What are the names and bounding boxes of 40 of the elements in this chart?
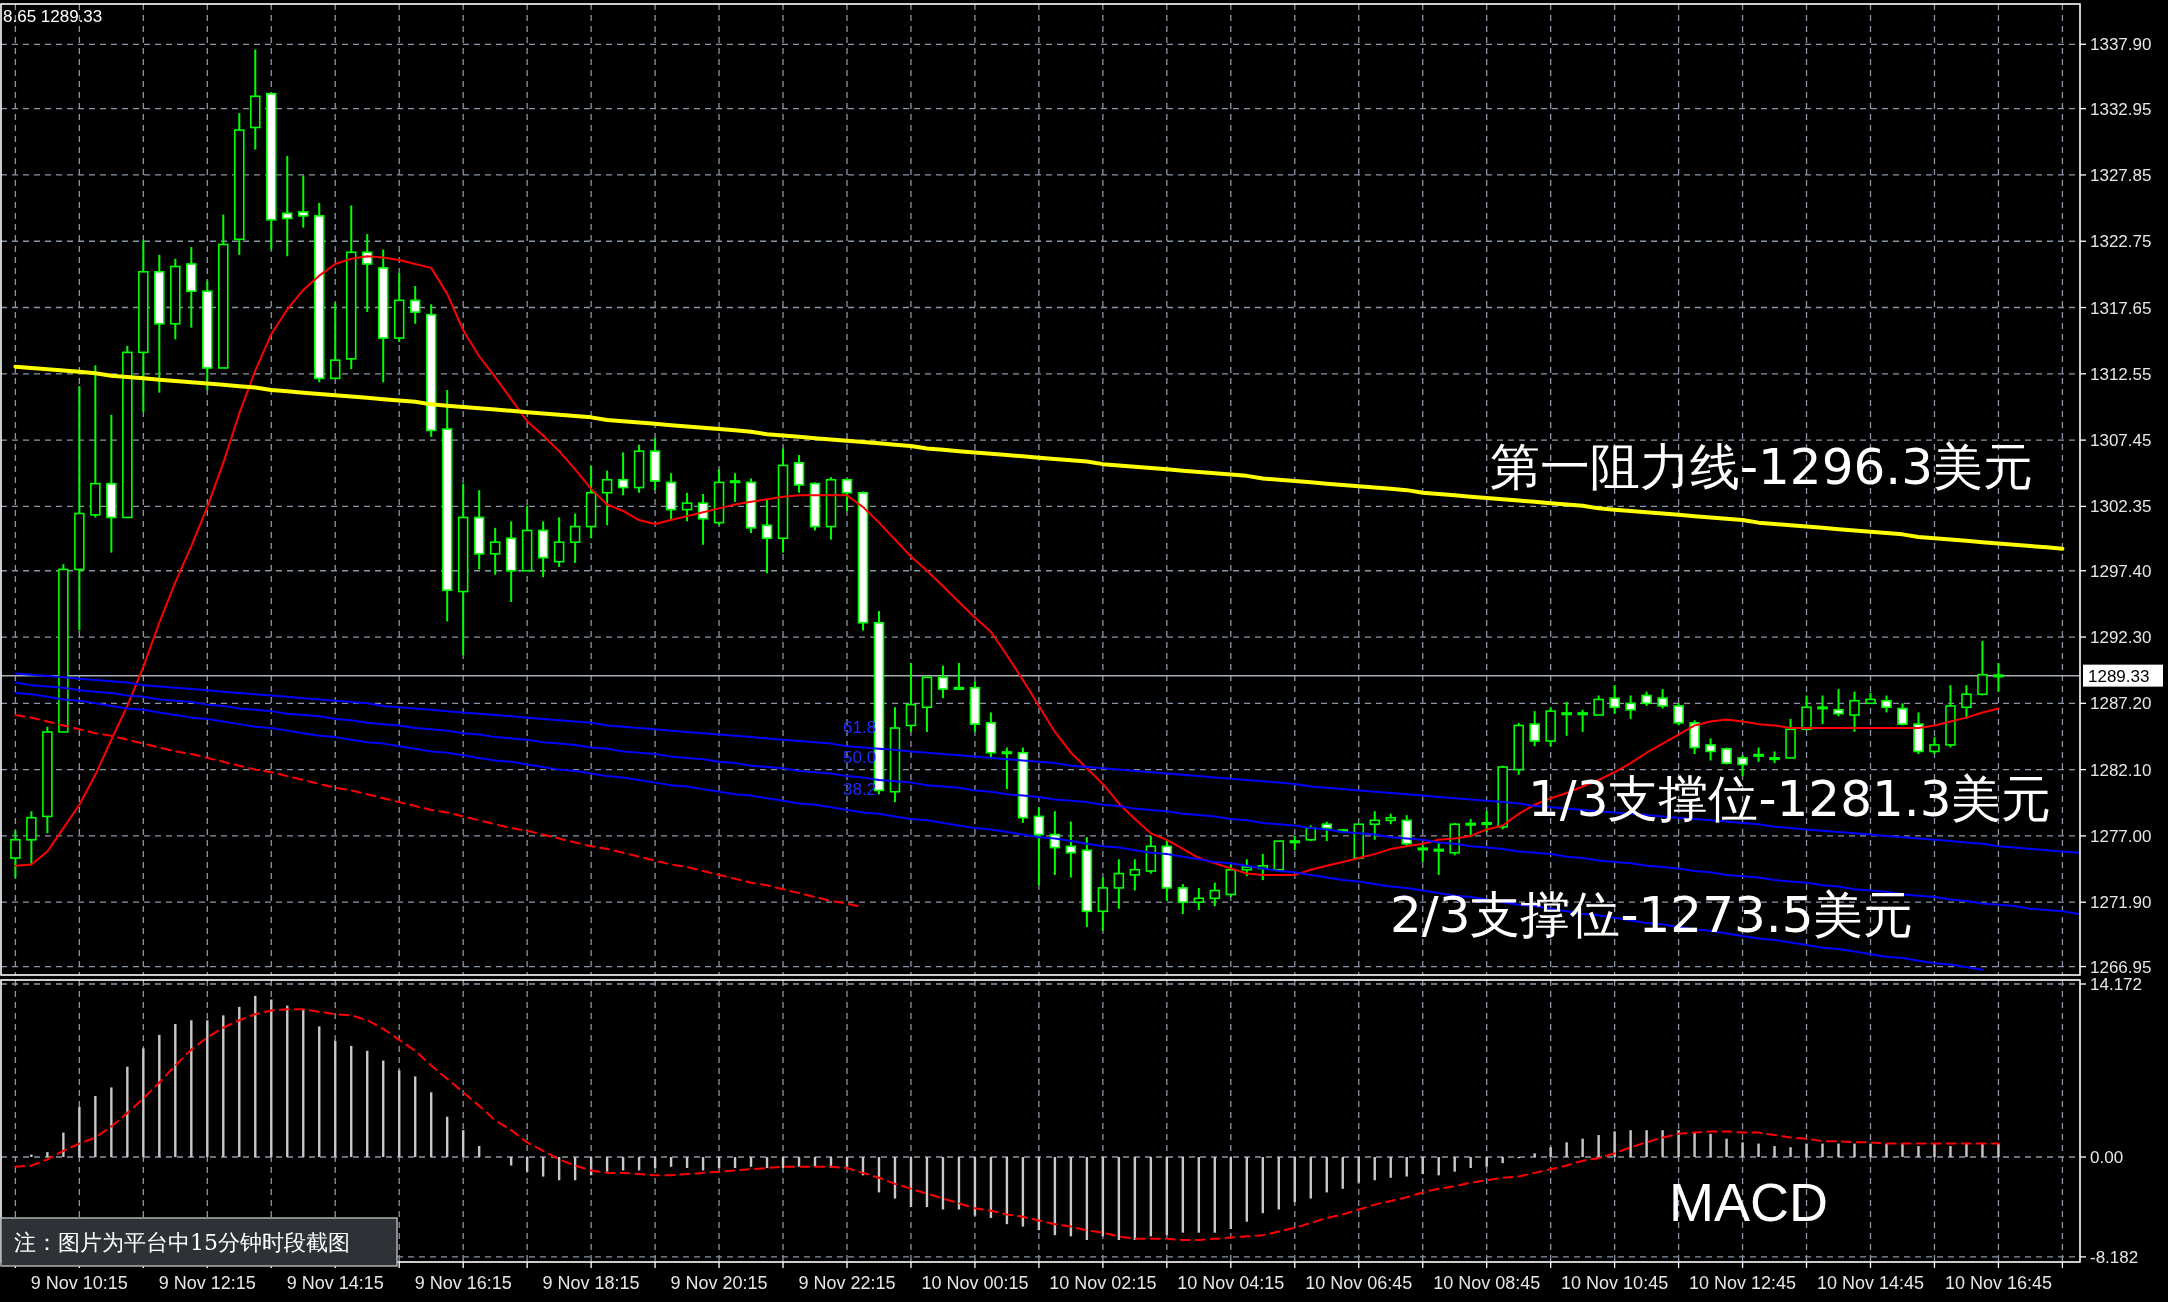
x-tick-label: 9 Nov 22:15 (798, 1273, 896, 1293)
y-tick-label: 1266.95 (2090, 957, 2152, 977)
x-tick-label: 10 Nov 08:45 (1433, 1273, 1541, 1293)
x-tick-label: 10 Nov 10:45 (1561, 1273, 1669, 1293)
annotation: 38.2 (843, 780, 877, 799)
y-tick-label: 1282.10 (2090, 760, 2152, 780)
y-tick-label: 1332.95 (2090, 99, 2152, 119)
y-tick-label: 1302.35 (2090, 497, 2152, 517)
x-tick-label: 10 Nov 14:45 (1816, 1273, 1925, 1293)
y-tick-label: 1277.00 (2090, 826, 2152, 846)
x-tick-label: 9 Nov 12:15 (158, 1273, 256, 1293)
y-tick-label: 1337.90 (2090, 35, 2152, 55)
y-tick-label: -8.182 (2090, 1247, 2139, 1267)
y-tick-label: 14.172 (2090, 975, 2142, 994)
x-tick-label: 10 Nov 00:15 (921, 1273, 1029, 1293)
y-tick-label: 1271.90 (2090, 893, 2152, 913)
x-tick-label: 10 Nov 16:45 (1944, 1273, 2052, 1293)
annotation: MACD (1669, 1172, 1828, 1232)
y-tick-label: 1322.75 (2090, 232, 2152, 252)
y-tick-label: 1292.30 (2090, 628, 2152, 648)
y-tick-label: 1317.65 (2090, 298, 2152, 318)
y-tick-label: 1287.20 (2090, 694, 2152, 714)
ref-line-label: 1289.33 (2088, 666, 2150, 686)
y-tick-label: 0.00 (2090, 1148, 2124, 1168)
y-tick-label: 1307.45 (2090, 431, 2152, 451)
x-tick-label: 10 Nov 12:45 (1689, 1273, 1797, 1293)
annotation: 8.65 1289.33 (3, 7, 103, 26)
y-tick-label: 1297.40 (2090, 561, 2152, 581)
annotation: 第一阻力线-1296.3美元 (1490, 438, 2033, 496)
y-tick-label: 1312.55 (2090, 364, 2152, 384)
x-tick-label: 10 Nov 02:15 (1049, 1273, 1157, 1293)
x-tick-label: 9 Nov 10:15 (30, 1273, 128, 1293)
y-tick-label: 1327.85 (2090, 165, 2152, 185)
x-tick-label: 9 Nov 14:15 (286, 1273, 384, 1293)
x-tick-label: 9 Nov 18:15 (542, 1273, 640, 1293)
x-tick-label: 10 Nov 04:15 (1177, 1273, 1285, 1293)
x-tick-label: 9 Nov 16:15 (414, 1273, 512, 1293)
x-tick-label: 10 Nov 06:45 (1305, 1273, 1413, 1293)
x-tick-label: 9 Nov 20:15 (670, 1273, 768, 1293)
annotation: 注：图片为平台中15分钟时段截图 (14, 1230, 350, 1255)
